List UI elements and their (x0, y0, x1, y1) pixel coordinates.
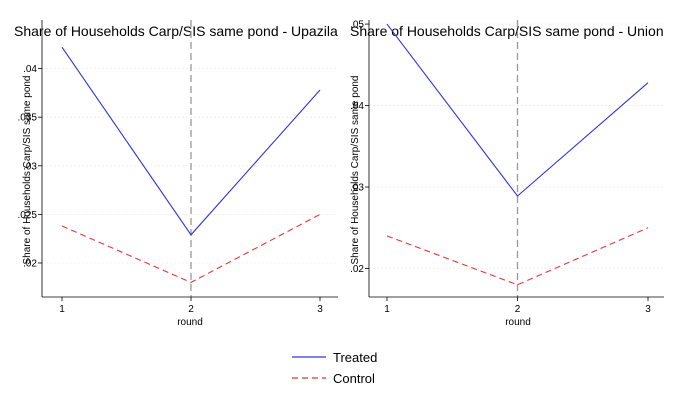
y-tick-label-upazila: .04 (23, 64, 37, 75)
series-line-treated-upazila (61, 46, 321, 236)
y-tick-label-union: .05 (350, 20, 364, 31)
legend-label-control: Control (333, 371, 375, 386)
y-tick-label-union: .02 (350, 264, 364, 275)
panel-union: Share of Households Carp/SIS same pond -… (350, 20, 664, 328)
panel-title-upazila: Share of Households Carp/SIS same pond -… (14, 23, 338, 39)
panel-title-union: Share of Households Carp/SIS same pond -… (350, 23, 664, 39)
series-line-control-upazila (61, 213, 321, 284)
series-line-control-union (386, 227, 649, 286)
y-tick-label-upazila: .02 (23, 258, 37, 269)
panel-upazila: Share of Households Carp/SIS same pond -… (14, 20, 338, 328)
x-tick-label-upazila: 1 (59, 304, 65, 315)
y-tick-label-union: .03 (350, 183, 364, 194)
legend-label-treated: Treated (333, 350, 377, 365)
legend: Treated Control (292, 350, 377, 386)
y-tick-label-union: .04 (350, 101, 364, 112)
x-tick-label-union: 1 (384, 304, 390, 315)
x-axis-title-upazila: round (177, 317, 203, 328)
y-axis-title-upazila: Share of Households Carp/SIS same pond (22, 76, 33, 265)
y-axis-title-union: Share of Households Carp/SIS same pond (350, 76, 361, 265)
y-tick-label-upazila: .03 (23, 161, 37, 172)
y-tick-label-upazila: .025 (18, 210, 38, 221)
x-tick-label-upazila: 2 (188, 304, 194, 315)
x-tick-label-union: 3 (645, 304, 651, 315)
x-tick-label-union: 2 (515, 304, 521, 315)
x-tick-label-upazila: 3 (317, 304, 323, 315)
y-tick-label-upazila: .035 (18, 113, 38, 124)
x-axis-title-union: round (505, 317, 531, 328)
series-line-treated-union (386, 23, 649, 197)
